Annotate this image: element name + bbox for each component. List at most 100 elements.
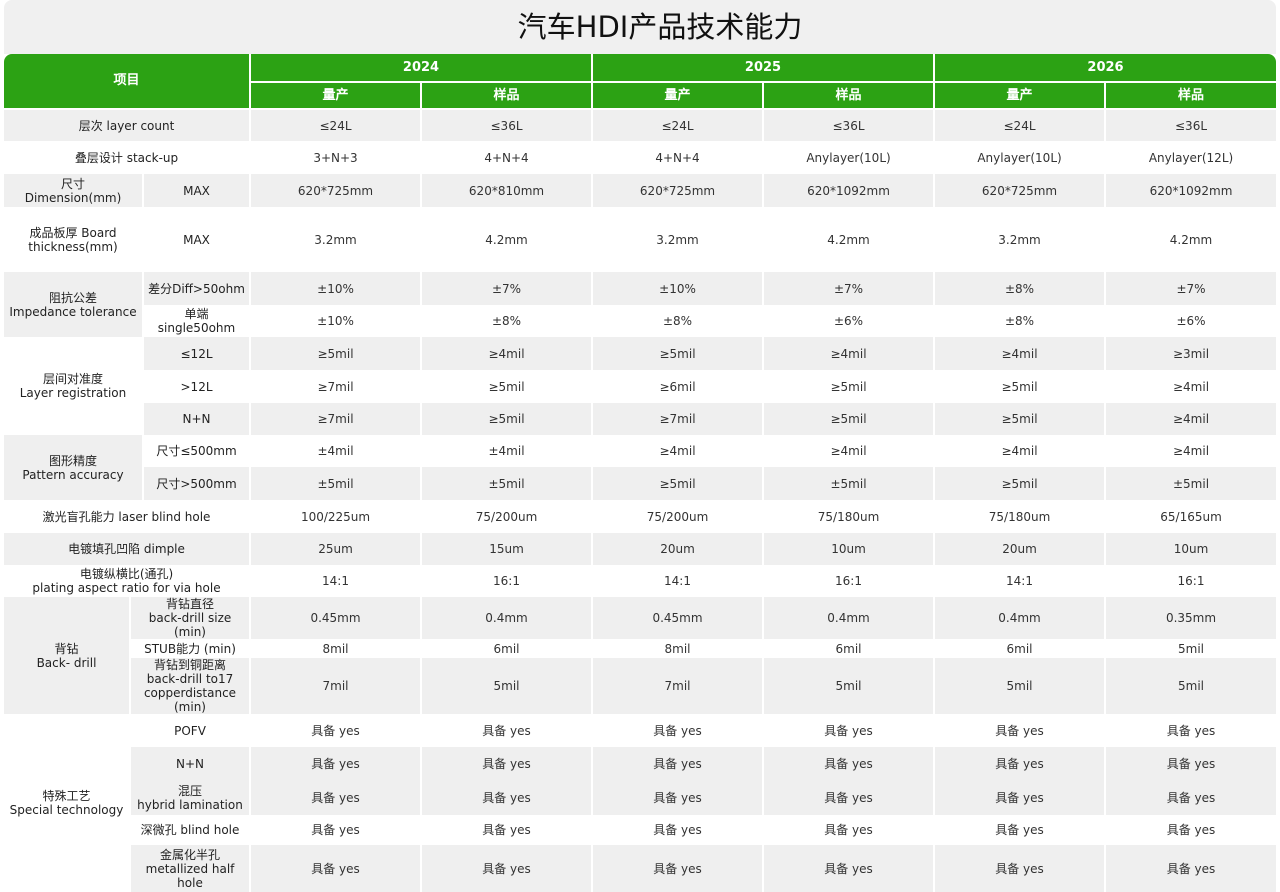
value-cell: 75/180um [934,500,1107,533]
value-cell: ≥5mil [934,403,1107,435]
value-cell: 具备 yes [592,714,765,747]
row-sub-label: MAX [143,207,252,272]
value-cell: ≥7mil [250,403,423,435]
value-cell: 20um [592,533,765,565]
row-sub-label: MAX [143,174,252,207]
table-row: N+N 具备 yes 具备 yes 具备 yes 具备 yes 具备 yes 具备 yes [4,747,1277,780]
value-cell: ≤36L [1105,109,1277,141]
sample-header: 样品 [763,82,936,110]
table-row: 激光盲孔能力 laser blind hole 100/225um 75/200um… [4,500,1277,533]
value-cell: 3.2mm [250,207,423,272]
row-sub-label: N+N [130,747,252,780]
value-cell: 具备 yes [250,747,423,780]
value-cell: 具备 yes [1105,714,1277,747]
value-cell: 具备 yes [421,714,594,747]
table-row: 金属化半孔 metallized half hole 具备 yes 具备 yes 具备… [4,845,1277,892]
capability-sheet: 汽车HDI产品技术能力 项目 2024 2025 2026 量产 样品 量产 样… [4,0,1277,892]
value-cell: ≥6mil [592,370,765,403]
value-cell: ≥4mil [1105,403,1277,435]
table-row: N+N ≥7mil ≥5mil ≥7mil ≥5mil ≥5mil ≥4mil [4,403,1277,435]
value-cell: 7mil [250,658,423,714]
value-cell: 具备 yes [763,815,936,845]
value-cell: ≥5mil [763,370,936,403]
value-cell: 具备 yes [1105,747,1277,780]
value-cell: 具备 yes [934,747,1107,780]
table-row: 叠层设计 stack-up 3+N+3 4+N+4 4+N+4 Anylayer(10L… [4,141,1277,174]
value-cell: 5mil [421,658,594,714]
value-cell: 8mil [250,639,423,658]
value-cell: ≥4mil [763,337,936,370]
value-cell: 620*810mm [421,174,594,207]
value-cell: ±7% [763,272,936,305]
value-cell: ≥5mil [592,467,765,500]
row-sub-label: >12L [143,370,252,403]
value-cell: ≤24L [250,109,423,141]
value-cell: 4+N+4 [592,141,765,174]
mass-production-header: 量产 [250,82,423,110]
value-cell: ±10% [250,272,423,305]
table-row: 单端 single50ohm ±10% ±8% ±8% ±6% ±8% ±6% [4,305,1277,337]
value-cell: ±8% [592,305,765,337]
value-cell: 具备 yes [934,714,1107,747]
value-cell: 0.4mm [421,597,594,639]
table-row: 背钻 Back- drill 背钻直径 back-drill size (min)… [4,597,1277,714]
table-row: 深微孔 blind hole 具备 yes 具备 yes 具备 yes 具备 yes 具备… [4,815,1277,845]
table-row: 层次 layer count ≤24L ≤36L ≤24L ≤36L ≤24L ≤36L [4,109,1277,141]
value-cell: 具备 yes [763,845,936,892]
value-cell: 14:1 [934,565,1107,597]
value-cell: ≥5mil [421,403,594,435]
value-cell: 4.2mm [1105,207,1277,272]
value-cell: 620*1092mm [763,174,936,207]
value-cell: 10um [1105,533,1277,565]
value-cell: 具备 yes [421,747,594,780]
value-cell: ≥5mil [934,467,1107,500]
title-bar: 汽车HDI产品技术能力 [4,0,1276,54]
value-cell: 620*725mm [934,174,1107,207]
value-cell: ≥5mil [421,370,594,403]
value-cell: 5mil [934,658,1107,714]
value-cell: 具备 yes [934,780,1107,815]
value-cell: ≥7mil [250,370,423,403]
value-cell: 具备 yes [421,815,594,845]
value-cell: 具备 yes [934,815,1107,845]
value-cell: 16:1 [763,565,936,597]
value-cell: ≥5mil [250,337,423,370]
value-cell: 0.45mm [592,597,765,639]
value-cell: 75/200um [421,500,594,533]
value-cell: 5mil [1105,639,1277,658]
value-cell: 75/180um [763,500,936,533]
value-cell: 620*1092mm [1105,174,1277,207]
year-header: 2025 [592,54,936,83]
row-sub-label: 深微孔 blind hole [130,815,252,845]
value-cell: ±6% [1105,305,1277,337]
value-cell: ±8% [934,272,1107,305]
row-sub-label: 尺寸≤500mm [143,435,252,467]
value-cell: ≥4mil [592,435,765,467]
row-label: 尺寸Dimension(mm) [4,174,144,207]
row-sub-label: 金属化半孔 metallized half hole [130,845,252,892]
row-sub-label: N+N [143,403,252,435]
value-cell: 具备 yes [250,815,423,845]
value-cell: ≥4mil [421,337,594,370]
row-sub-label: STUB能力 (min) [130,639,252,658]
value-cell: 具备 yes [421,845,594,892]
value-cell: ±5mil [763,467,936,500]
table-row: 尺寸Dimension(mm) MAX 620*725mm 620*810mm 620*… [4,174,1277,207]
value-cell: ≥5mil [934,370,1107,403]
value-cell: 具备 yes [250,845,423,892]
row-label: 特殊工艺 Special technology [4,714,131,892]
table-row: 电镀纵横比(通孔) plating aspect ratio for via h… [4,565,1277,597]
value-cell: 具备 yes [421,780,594,815]
value-cell: 3+N+3 [250,141,423,174]
row-label: 成品板厚 Board thickness(mm) [4,207,144,272]
row-label: 激光盲孔能力 laser blind hole [4,500,252,533]
sample-header: 样品 [421,82,594,110]
value-cell: 65/165um [1105,500,1277,533]
value-cell: ±10% [250,305,423,337]
value-cell: 具备 yes [592,747,765,780]
row-sub-label: 差分Diff>50ohm [143,272,252,305]
value-cell: ±5mil [421,467,594,500]
value-cell: 具备 yes [1105,845,1277,892]
row-label: 叠层设计 stack-up [4,141,252,174]
year-header: 2024 [250,54,594,83]
